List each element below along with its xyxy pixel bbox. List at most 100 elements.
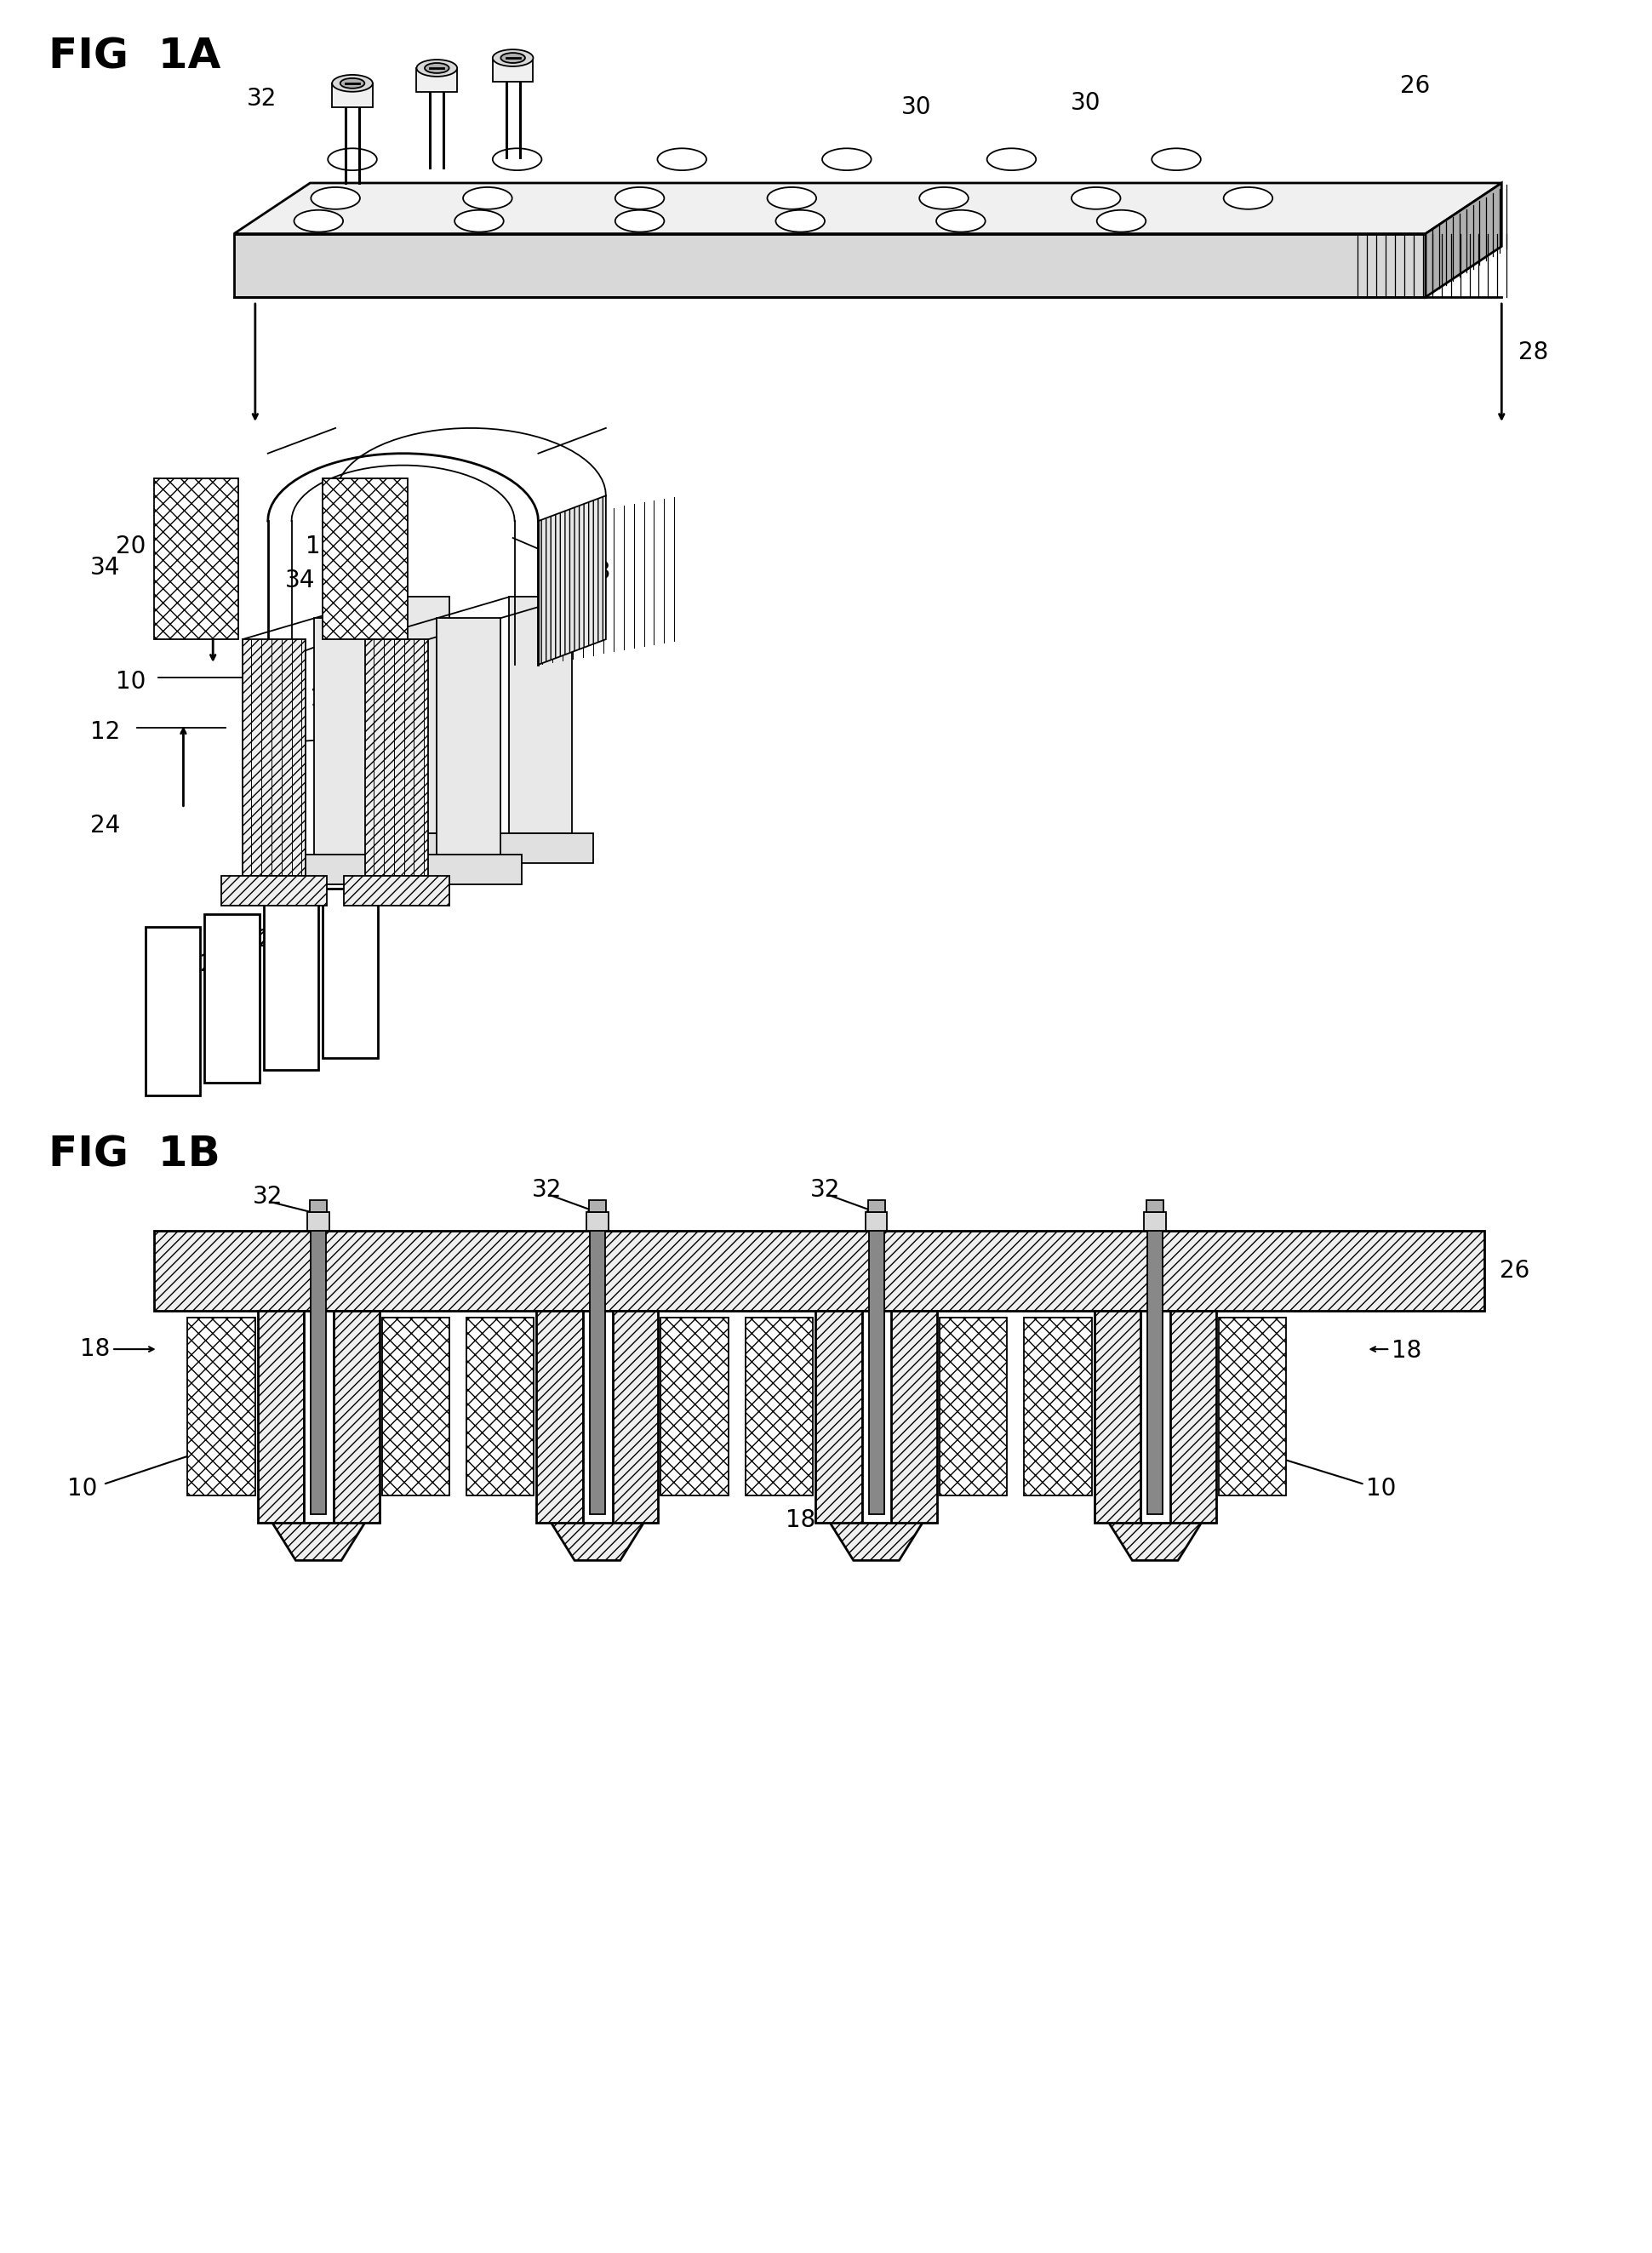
Bar: [869, 1230, 884, 1514]
Ellipse shape: [294, 210, 344, 232]
Bar: [862, 1311, 892, 1523]
Ellipse shape: [492, 50, 534, 65]
Polygon shape: [829, 1523, 923, 1561]
Text: FIG  1A: FIG 1A: [48, 36, 220, 77]
Text: 18: 18: [580, 559, 611, 584]
Text: 12: 12: [1132, 1507, 1161, 1532]
Bar: [344, 876, 449, 906]
Bar: [466, 1318, 534, 1496]
Bar: [292, 854, 398, 885]
Polygon shape: [273, 1523, 365, 1561]
Ellipse shape: [657, 149, 707, 171]
Text: 28: 28: [1518, 340, 1548, 365]
Bar: [1024, 1318, 1092, 1496]
Text: 32: 32: [246, 86, 278, 110]
Text: 12: 12: [570, 1507, 600, 1532]
Polygon shape: [365, 640, 428, 876]
Bar: [590, 1201, 606, 1212]
Polygon shape: [509, 597, 572, 834]
Bar: [307, 1212, 329, 1230]
Bar: [154, 478, 238, 640]
Bar: [590, 1230, 605, 1514]
Text: 10: 10: [116, 669, 145, 694]
Polygon shape: [145, 926, 200, 1095]
Text: 16: 16: [420, 653, 449, 676]
Text: 22: 22: [200, 953, 230, 976]
Bar: [322, 478, 408, 640]
Bar: [304, 1311, 334, 1523]
Ellipse shape: [1151, 149, 1201, 171]
Bar: [154, 1230, 1485, 1311]
Ellipse shape: [501, 52, 525, 63]
Bar: [311, 1201, 327, 1212]
Bar: [745, 1318, 813, 1496]
Text: 12: 12: [91, 721, 121, 743]
Bar: [890, 1311, 937, 1523]
Ellipse shape: [615, 187, 664, 210]
Bar: [334, 1311, 380, 1523]
Text: 20: 20: [116, 534, 145, 559]
Polygon shape: [264, 901, 319, 1070]
Text: 24: 24: [91, 813, 121, 838]
Text: 18: 18: [79, 1338, 109, 1361]
Ellipse shape: [327, 149, 377, 171]
Bar: [537, 1311, 583, 1523]
Ellipse shape: [340, 79, 365, 88]
Bar: [416, 854, 522, 885]
Text: 26: 26: [1500, 1259, 1530, 1282]
Polygon shape: [243, 640, 306, 876]
Ellipse shape: [823, 149, 871, 171]
Bar: [1146, 1201, 1163, 1212]
Polygon shape: [322, 888, 378, 1057]
Ellipse shape: [776, 210, 824, 232]
Ellipse shape: [1224, 187, 1272, 210]
Bar: [866, 1212, 887, 1230]
Text: 20: 20: [335, 568, 365, 593]
Text: 34: 34: [284, 568, 316, 593]
Bar: [188, 1318, 254, 1496]
Ellipse shape: [767, 187, 816, 210]
Bar: [940, 1318, 1008, 1496]
Bar: [258, 1311, 304, 1523]
Polygon shape: [235, 182, 1502, 234]
Bar: [382, 1318, 449, 1496]
Polygon shape: [1426, 182, 1502, 297]
Text: FIG  1B: FIG 1B: [48, 1133, 220, 1176]
Ellipse shape: [920, 187, 968, 210]
Text: 22: 22: [276, 906, 306, 930]
Polygon shape: [1108, 1523, 1201, 1561]
Text: 18: 18: [785, 1507, 814, 1532]
Text: 10: 10: [1366, 1476, 1396, 1500]
Bar: [1219, 1318, 1287, 1496]
Text: 12: 12: [291, 1507, 320, 1532]
Ellipse shape: [615, 210, 664, 232]
Text: 10: 10: [311, 687, 340, 710]
Text: 32: 32: [811, 1178, 841, 1203]
Ellipse shape: [1097, 210, 1146, 232]
Polygon shape: [235, 234, 1426, 297]
Bar: [583, 1311, 613, 1523]
Bar: [661, 1318, 729, 1496]
Text: 22: 22: [243, 928, 273, 951]
Bar: [1148, 1230, 1163, 1514]
Bar: [487, 834, 593, 863]
Bar: [492, 59, 534, 81]
Polygon shape: [436, 617, 501, 854]
Bar: [816, 1311, 862, 1523]
Bar: [332, 83, 373, 106]
Bar: [1142, 1311, 1170, 1523]
Ellipse shape: [1072, 187, 1120, 210]
Bar: [311, 1230, 325, 1514]
Text: 30: 30: [902, 95, 932, 119]
Bar: [365, 834, 471, 863]
Polygon shape: [387, 597, 449, 834]
Bar: [586, 1212, 608, 1230]
Polygon shape: [314, 617, 378, 854]
Bar: [416, 68, 458, 92]
Text: 34: 34: [91, 556, 121, 579]
Ellipse shape: [311, 187, 360, 210]
Text: 32: 32: [532, 1178, 562, 1203]
Polygon shape: [539, 496, 606, 665]
Ellipse shape: [332, 74, 373, 92]
Text: 10: 10: [68, 1476, 97, 1500]
